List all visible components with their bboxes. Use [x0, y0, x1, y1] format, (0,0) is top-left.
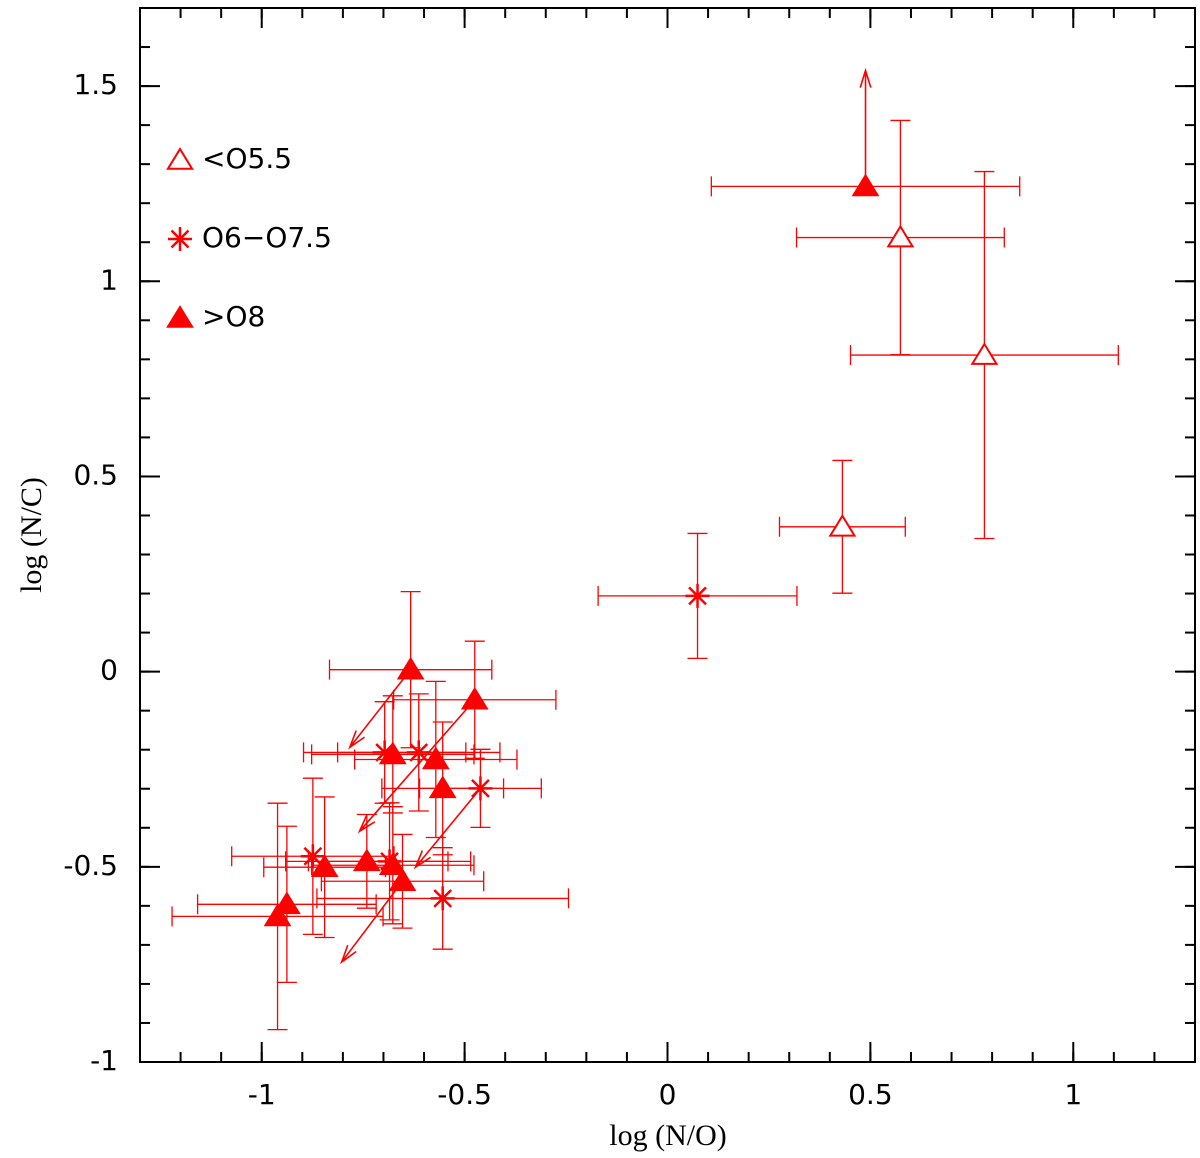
point: [372, 740, 397, 765]
point: [828, 513, 857, 537]
point: [310, 854, 339, 878]
point: [406, 740, 431, 765]
point: [428, 775, 457, 799]
x-tick-label: -0.5: [437, 1078, 492, 1111]
legend-label: <O5.5: [202, 142, 292, 175]
limit-arrow: [413, 787, 482, 870]
point: [396, 656, 425, 680]
legend-label: O6−O7.5: [202, 221, 332, 254]
y-tick-label: 1.5: [73, 68, 118, 101]
x-axis-label: log (N/O): [609, 1119, 726, 1152]
y-tick-label: -0.5: [63, 849, 118, 882]
legend-marker: [168, 227, 192, 251]
legend-marker: [166, 305, 194, 328]
x-tick-label: -1: [248, 1078, 276, 1111]
y-tick-label: 1: [100, 263, 118, 296]
point: [300, 844, 325, 869]
point: [263, 903, 292, 927]
point: [851, 173, 880, 197]
point: [886, 224, 915, 248]
y-tick-label: 0.5: [73, 458, 118, 491]
limit-arrow: [859, 67, 872, 187]
point: [388, 868, 417, 892]
point: [970, 342, 999, 365]
x-tick-label: 1: [1064, 1078, 1082, 1111]
x-tick-label: 0: [659, 1078, 677, 1111]
y-axis-label: log (N/C): [15, 477, 48, 593]
x-tick-label: 0.5: [848, 1078, 893, 1111]
point: [352, 848, 381, 872]
point: [685, 583, 710, 608]
point: [378, 741, 407, 765]
limit-arrow: [348, 669, 412, 750]
point: [460, 686, 489, 710]
point: [421, 746, 450, 770]
point: [430, 886, 455, 911]
point: [378, 852, 407, 876]
point: [273, 891, 301, 915]
y-tick-label: -1: [90, 1044, 118, 1077]
y-tick-label: 0: [100, 654, 118, 687]
legend-marker: [166, 147, 194, 170]
limit-arrow: [357, 699, 476, 834]
legend-label: >O8: [202, 300, 265, 333]
